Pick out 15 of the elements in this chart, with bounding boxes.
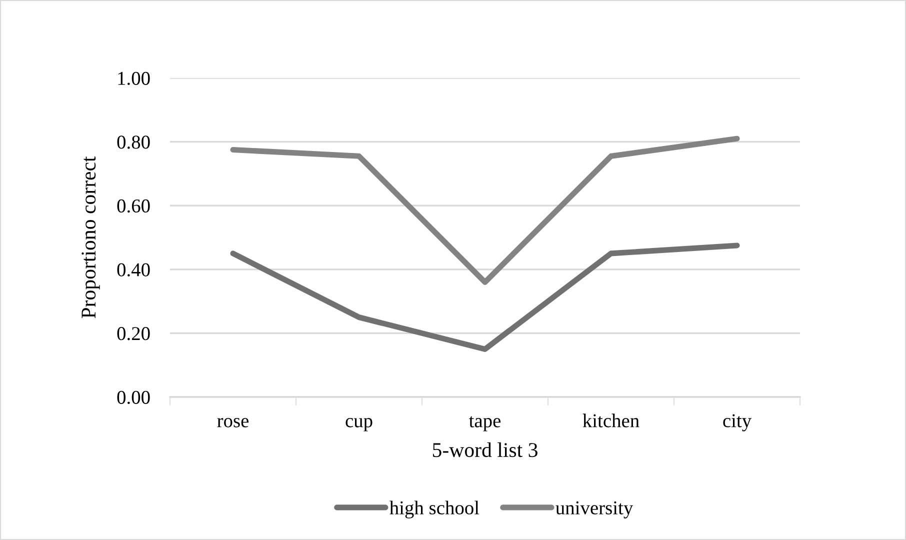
x-axis-title: 5-word list 3 xyxy=(432,442,538,458)
y-tick-label: 0.60 xyxy=(117,199,150,213)
y-tick-label: 0.80 xyxy=(117,136,150,149)
legend-label: high school xyxy=(390,500,480,518)
y-tick-label: 0.20 xyxy=(117,327,150,340)
x-tick-label: tape xyxy=(469,416,501,432)
y-tick-label: 0.40 xyxy=(117,263,150,276)
y-axis-title: Proportiono correct xyxy=(82,156,100,318)
x-tick-label: kitchen xyxy=(582,414,640,428)
legend-label: university xyxy=(556,501,634,518)
x-tick-label: cup xyxy=(346,418,372,432)
y-tick-label: 1.00 xyxy=(118,72,150,86)
x-tick-label: rose xyxy=(217,418,249,428)
x-tick-label: city xyxy=(723,414,752,432)
y-tick-label: 0.00 xyxy=(117,390,150,404)
